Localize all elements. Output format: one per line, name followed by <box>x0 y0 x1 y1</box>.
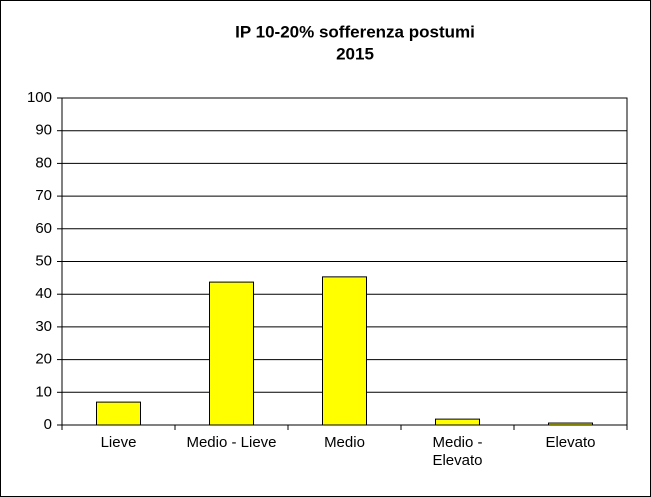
y-tick-label: 0 <box>44 416 52 433</box>
x-tick-label: Elevato <box>545 434 596 451</box>
y-tick-label: 80 <box>35 154 52 171</box>
bar <box>435 418 480 426</box>
bar <box>209 281 254 426</box>
y-tick-label: 20 <box>35 351 52 368</box>
y-tick-label: 10 <box>35 383 52 400</box>
y-tick-label: 30 <box>35 318 52 335</box>
chart-subtitle: 2015 <box>336 44 374 63</box>
y-tick-label: 100 <box>27 89 52 106</box>
y-tick-label: 60 <box>35 220 52 237</box>
x-tick-label: Medio - Lieve <box>186 434 277 451</box>
y-tick-label: 70 <box>35 187 52 204</box>
y-tick-label: 40 <box>35 285 52 302</box>
bar <box>548 422 593 426</box>
x-tick-label: Lieve <box>100 434 137 451</box>
x-tick-label: Medio <box>324 434 365 451</box>
bar <box>96 401 141 426</box>
bar <box>322 276 367 426</box>
y-tick-label: 90 <box>35 122 52 139</box>
y-tick-label: 50 <box>35 252 52 269</box>
x-tick-label: Medio - Elevato <box>432 434 483 469</box>
chart-title: IP 10-20% sofferenza postumi <box>235 22 475 41</box>
